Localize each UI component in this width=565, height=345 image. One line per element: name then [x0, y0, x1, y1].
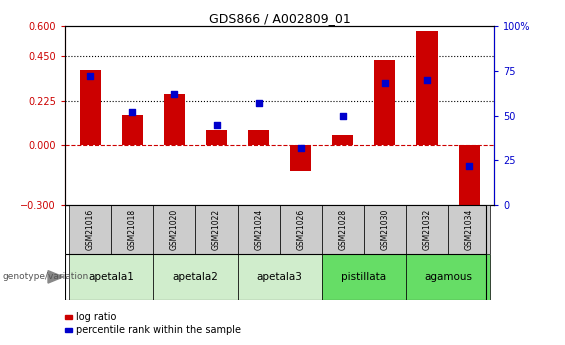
Text: GSM21024: GSM21024: [254, 209, 263, 250]
Bar: [248, 129, 269, 146]
Text: GSM21022: GSM21022: [212, 209, 221, 250]
Bar: [69, 254, 153, 300]
Bar: [153, 205, 195, 254]
Bar: [406, 254, 490, 300]
Title: GDS866 / A002809_01: GDS866 / A002809_01: [209, 12, 350, 25]
Bar: [406, 205, 448, 254]
Point: [423, 77, 432, 82]
Point: [464, 163, 473, 169]
Bar: [364, 205, 406, 254]
Text: apetala1: apetala1: [88, 272, 134, 282]
Bar: [322, 254, 406, 300]
Bar: [164, 93, 185, 146]
Bar: [80, 70, 101, 146]
Text: GSM21030: GSM21030: [380, 209, 389, 250]
Bar: [332, 135, 353, 146]
Text: log ratio: log ratio: [76, 312, 116, 322]
Bar: [237, 205, 280, 254]
Bar: [122, 115, 143, 146]
Bar: [111, 205, 153, 254]
Point: [296, 145, 305, 151]
Bar: [322, 205, 364, 254]
Point: [128, 109, 137, 115]
Bar: [375, 60, 396, 146]
Bar: [206, 129, 227, 146]
Bar: [153, 254, 237, 300]
Text: GSM21018: GSM21018: [128, 209, 137, 250]
Bar: [459, 146, 480, 215]
Text: GSM21032: GSM21032: [423, 209, 432, 250]
Bar: [237, 254, 322, 300]
Point: [254, 100, 263, 106]
Point: [86, 73, 95, 79]
Point: [338, 113, 347, 118]
Text: agamous: agamous: [424, 272, 472, 282]
Text: GSM21034: GSM21034: [464, 209, 473, 250]
Text: apetala3: apetala3: [257, 272, 303, 282]
Text: GSM21026: GSM21026: [296, 209, 305, 250]
Text: percentile rank within the sample: percentile rank within the sample: [76, 325, 241, 335]
Bar: [69, 205, 111, 254]
Text: genotype/variation: genotype/variation: [3, 272, 89, 282]
Point: [170, 91, 179, 97]
Bar: [416, 31, 437, 146]
Bar: [195, 205, 237, 254]
Bar: [448, 205, 490, 254]
Bar: [290, 146, 311, 171]
Text: apetala2: apetala2: [172, 272, 219, 282]
Point: [380, 80, 389, 86]
Text: GSM21028: GSM21028: [338, 209, 347, 250]
Point: [212, 122, 221, 127]
Text: GSM21016: GSM21016: [86, 209, 95, 250]
Text: pistillata: pistillata: [341, 272, 386, 282]
Bar: [280, 205, 322, 254]
Text: GSM21020: GSM21020: [170, 209, 179, 250]
